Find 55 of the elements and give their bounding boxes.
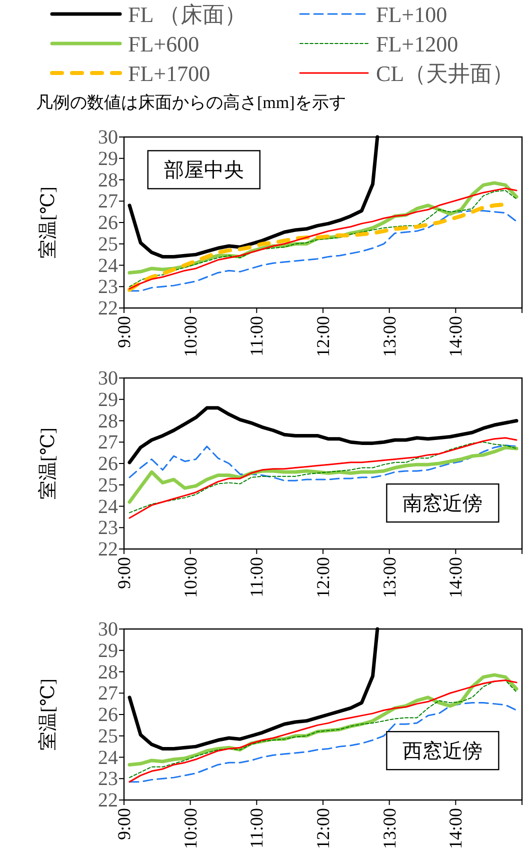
y-tick-label: 29 — [98, 148, 118, 170]
y-tick-label: 25 — [98, 725, 118, 748]
y-tick-label: 29 — [98, 388, 118, 411]
y-tick-label: 25 — [98, 474, 118, 496]
x-tick-label: 14:00 — [446, 557, 466, 598]
x-tick-label: 12:00 — [313, 557, 333, 598]
legend-label: CL（天井面） — [376, 61, 514, 86]
x-tick-label: 11:00 — [246, 557, 267, 598]
y-tick-label: 23 — [98, 768, 118, 790]
y-tick-label: 28 — [98, 410, 118, 432]
y-axis-title: 室温[℃] — [37, 678, 59, 750]
y-tick-label: 26 — [98, 212, 118, 234]
y-tick-label: 27 — [98, 190, 118, 213]
y-tick-label: 30 — [98, 126, 118, 148]
y-tick-label: 28 — [98, 169, 118, 192]
line-series — [128, 444, 518, 482]
x-tick-label: 11:00 — [246, 316, 267, 356]
x-tick-label: 10:00 — [180, 557, 200, 598]
x-tick-label: 12:00 — [313, 808, 333, 850]
legend-label: FL （床面） — [128, 2, 246, 27]
line-series — [128, 406, 518, 464]
y-tick-label: 23 — [98, 517, 118, 540]
y-tick-label: 24 — [98, 746, 118, 769]
y-tick-label: 24 — [98, 496, 118, 518]
y-tick-label: 28 — [98, 661, 118, 684]
y-tick-label: 27 — [98, 432, 118, 454]
y-tick-label: 24 — [98, 254, 118, 277]
text: 凡例の数値は床面からの高さ[mm]を示す — [36, 93, 346, 112]
x-tick-label: 13:00 — [379, 557, 400, 598]
legend-label: FL+1200 — [376, 32, 458, 56]
y-tick-label: 26 — [98, 704, 118, 726]
y-tick-label: 26 — [98, 453, 118, 475]
line-series — [128, 702, 518, 783]
legend-label: FL+100 — [376, 2, 448, 27]
x-tick-label: 10:00 — [180, 316, 200, 358]
x-tick-label: 10:00 — [180, 808, 200, 850]
y-tick-label: 30 — [98, 368, 118, 390]
x-tick-label: 12:00 — [313, 316, 333, 358]
y-axis-title: 室温[℃] — [37, 428, 59, 500]
x-tick-label: 13:00 — [379, 808, 400, 850]
y-tick-label: 23 — [98, 276, 118, 298]
x-tick-label: 11:00 — [246, 808, 267, 848]
x-tick-label: 13:00 — [379, 316, 400, 358]
y-tick-label: 29 — [98, 640, 118, 662]
text: 南窓近傍 — [402, 493, 483, 516]
y-axis-title: 室温[℃] — [37, 186, 59, 258]
x-tick-label: 14:00 — [446, 316, 466, 358]
legend-label: FL+600 — [128, 32, 200, 56]
text: 西窓近傍 — [402, 740, 483, 763]
x-tick-label: 14:00 — [446, 808, 466, 850]
text: 部屋中央 — [164, 160, 244, 182]
y-tick-label: 25 — [98, 233, 118, 256]
y-tick-label: 30 — [98, 618, 118, 640]
legend-label: FL+1700 — [128, 61, 210, 86]
y-tick-label: 27 — [98, 682, 118, 705]
